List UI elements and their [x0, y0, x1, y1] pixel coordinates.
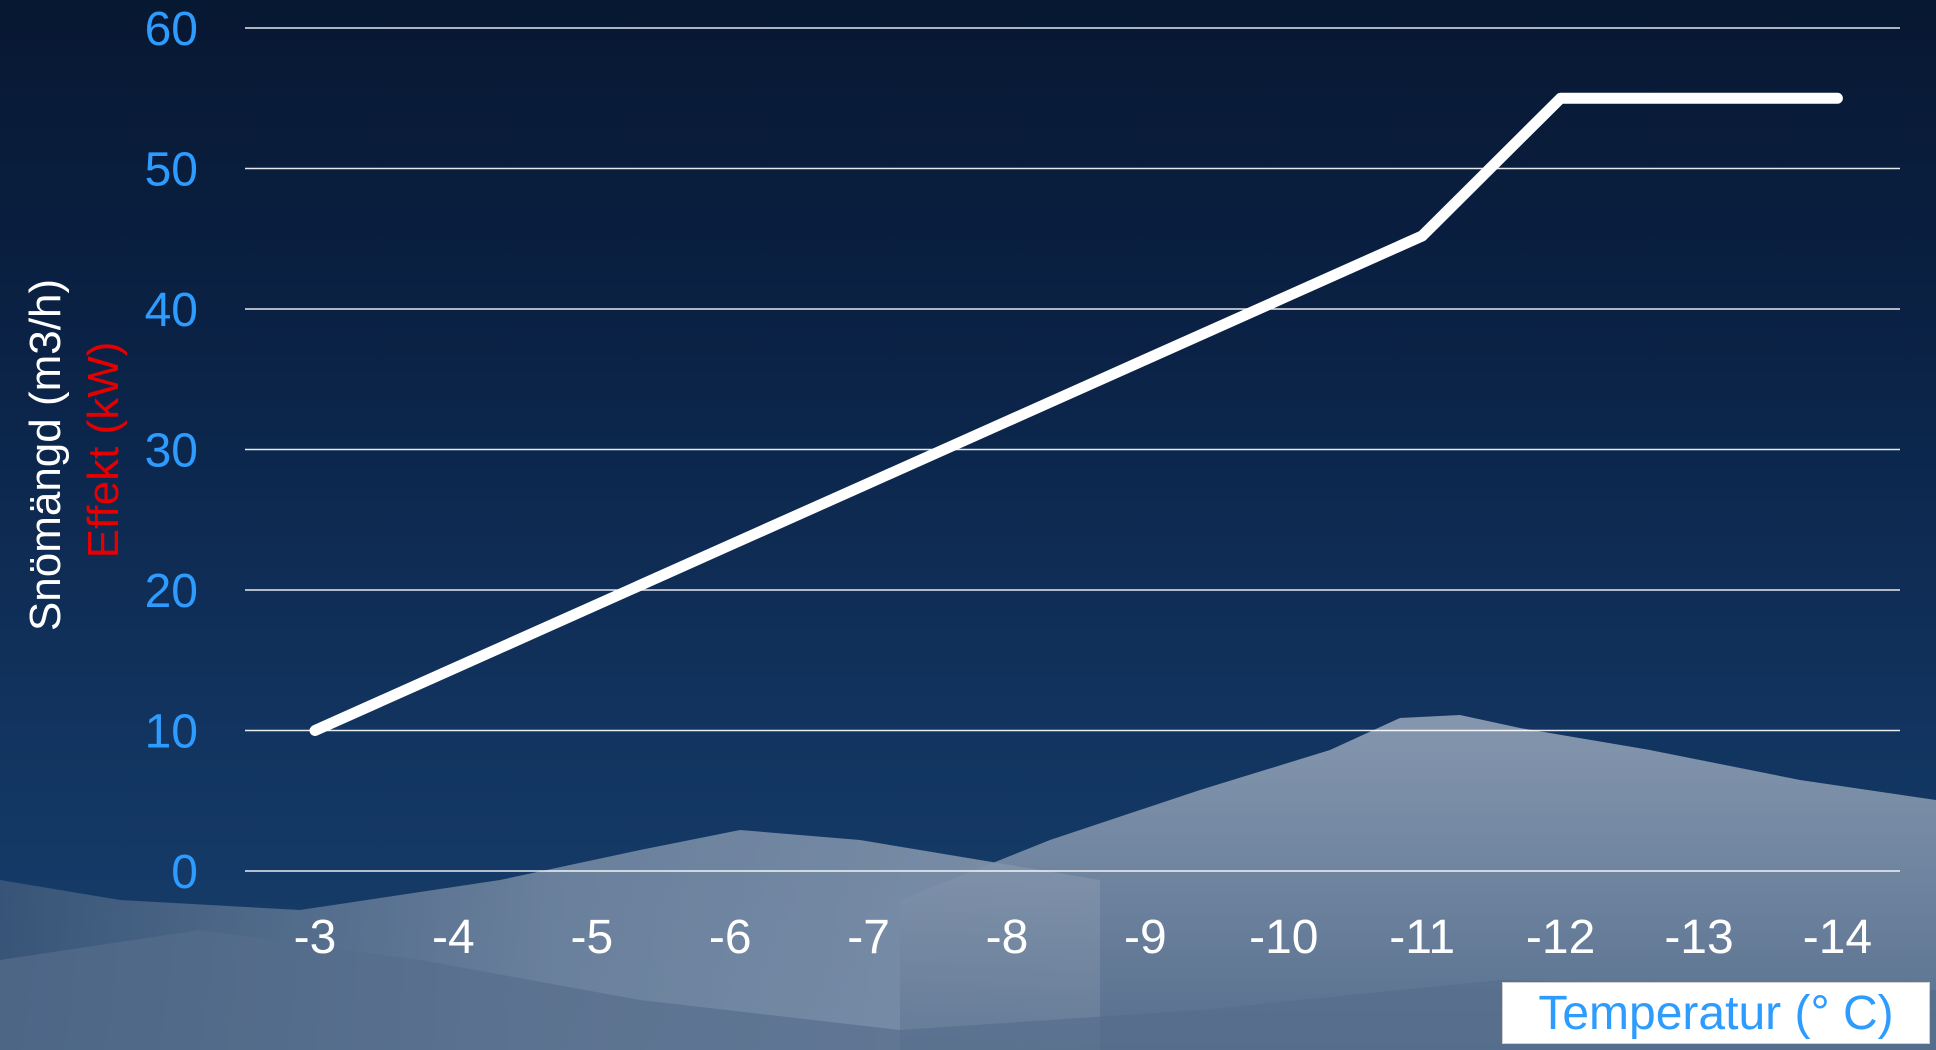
data-point: [867, 482, 870, 485]
y-tick-label: 30: [145, 425, 198, 478]
y-axis-ticks: 0 10 20 30 40 50 60: [145, 3, 198, 899]
x-tick-label: -3: [294, 911, 337, 964]
x-tick-label: -6: [709, 911, 752, 964]
mountain-front: [0, 930, 1936, 1050]
x-tick-label: -7: [847, 911, 890, 964]
x-axis-ticks: -3 -4 -5 -6 -7 -8 -9 -10 -11 -12 -13 -14: [294, 911, 1872, 964]
y-tick-label: 40: [145, 284, 198, 337]
mountain-right: [900, 715, 1936, 1050]
data-point: [1836, 97, 1839, 100]
series-layer: [309, 92, 1843, 736]
y-axis-label: Snömängd (m3/h): [21, 279, 70, 631]
x-tick-label: -11: [1389, 911, 1455, 964]
x-tick-label: -4: [432, 911, 475, 964]
data-point: [729, 544, 732, 547]
y-axis-label-secondary: Effekt (kW): [79, 342, 128, 559]
y-tick-label: 20: [145, 565, 198, 618]
data-point: [1006, 420, 1008, 423]
y-tick-label: 0: [171, 846, 198, 899]
y-tick-label: 60: [145, 3, 198, 56]
y-tick-label: 10: [145, 706, 198, 759]
x-tick-label: -10: [1249, 911, 1318, 964]
data-point: [1144, 358, 1147, 361]
data-point: [1282, 296, 1285, 299]
data-point: [590, 605, 593, 608]
data-point: [1559, 97, 1562, 100]
x-tick-label: -13: [1664, 911, 1733, 964]
x-axis-label: Temperatur (° C): [1502, 982, 1930, 1044]
data-point: [452, 667, 455, 670]
data-point: [1698, 97, 1700, 100]
x-tick-label: -12: [1526, 911, 1595, 964]
data-point: [1421, 234, 1424, 237]
x-tick-label: -8: [986, 911, 1029, 964]
gridlines: [245, 27, 1900, 872]
x-tick-label: -5: [570, 911, 613, 964]
y-tick-label: 50: [145, 144, 198, 197]
x-tick-label: -14: [1803, 911, 1872, 964]
x-tick-label: -9: [1124, 911, 1167, 964]
series-line: [309, 92, 1843, 736]
data-point: [314, 729, 316, 732]
